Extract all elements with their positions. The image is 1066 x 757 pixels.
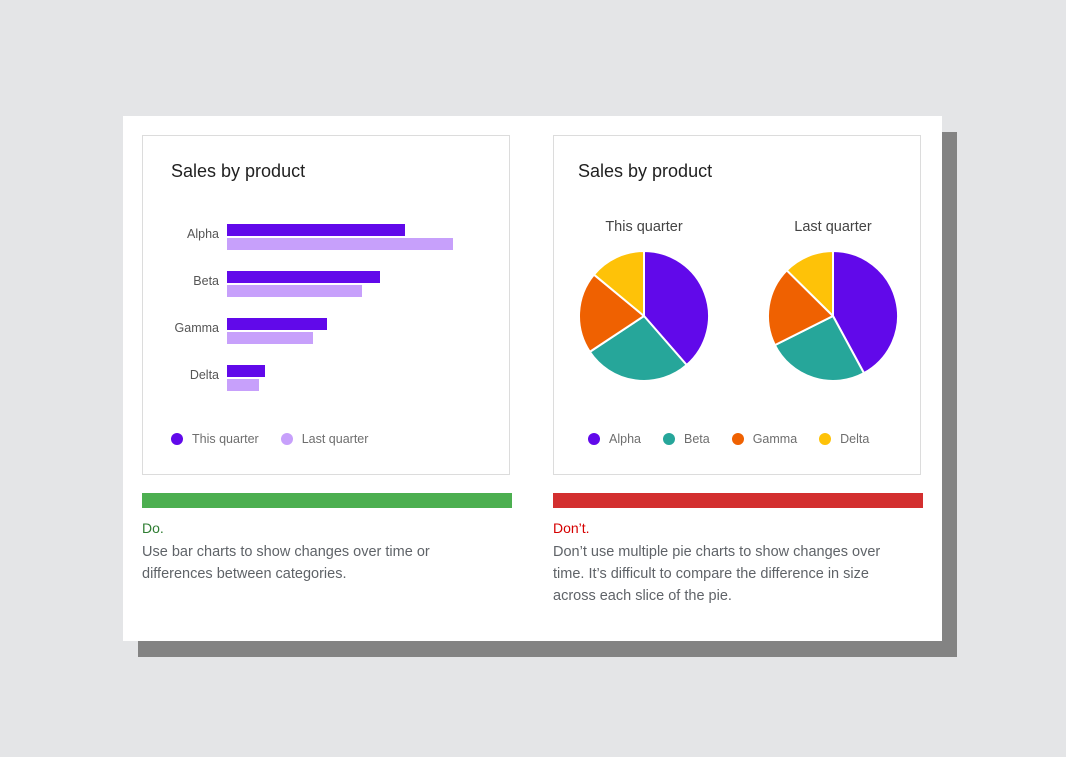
do-indicator-bar [142,493,512,508]
bar-chart: Alpha Beta Gamma Delta [175,224,453,391]
legend-item-last-quarter: Last quarter [280,432,369,446]
category-label-gamma: Gamma [175,321,220,335]
legend-item-gamma: Gamma [731,432,798,446]
bar-chart-panel: Sales by product Alpha Beta Gamma Delta Thi… [142,135,510,475]
legend-item-this-quarter: This quarter [171,432,259,446]
legend-label-beta: Beta [683,432,710,446]
legend-dot-alpha [588,433,600,445]
pie-charts: This quarter Last quarter [578,219,899,382]
pie-label-last-quarter: Last quarter [794,219,872,235]
legend-dot-delta [819,433,832,445]
pie-chart-panel: Sales by product This quarter Last quarte… [553,135,921,475]
category-label-beta: Beta [193,274,219,288]
do-label: Do. [142,520,164,536]
do-description: Use bar charts to show changes over time… [142,544,430,582]
bar-gamma-this-quarter [227,318,327,330]
bar-beta-last-quarter [227,285,362,297]
legend-label-delta: Delta [840,432,870,446]
pie-slice-this-quarter-alpha [643,250,710,367]
legend-dot-last-quarter [280,433,293,445]
pie-slice-this-quarter-gamma [578,273,645,353]
legend-item-beta: Beta [662,432,710,446]
legend-dot-this-quarter [171,433,183,445]
pie-slice-last-quarter-gamma [767,269,834,347]
legend-label-alpha: Alpha [609,432,641,446]
category-label-delta: Delta [190,368,219,382]
pie-chart-title: Sales by product [578,161,713,181]
legend-label-this-quarter: This quarter [192,432,259,446]
dont-label: Don’t. [553,520,590,536]
legend-dot-beta [662,433,675,445]
bar-chart-title: Sales by product [171,161,306,181]
legend-dot-gamma [731,433,744,445]
pie-slice-last-quarter-delta [785,250,834,317]
bar-gamma-last-quarter [227,332,313,344]
bar-delta-this-quarter [227,365,265,377]
bar-chart-legend: This quarter Last quarter [171,432,390,446]
bar-alpha-this-quarter [227,224,405,236]
pie-slice-last-quarter-beta [773,315,865,382]
pie-slice-this-quarter-delta [592,250,645,317]
pie-label-this-quarter: This quarter [605,219,683,235]
legend-item-alpha: Alpha [588,432,641,446]
legend-label-gamma: Gamma [752,432,798,446]
dont-description: Don’t use multiple pie charts to show ch… [553,544,881,604]
pie-chart-legend: Alpha Beta Gamma Delta [588,432,891,446]
dont-indicator-bar [553,493,923,508]
bar-beta-this-quarter [227,271,380,283]
pie-slice-last-quarter-alpha [832,250,899,375]
legend-item-delta: Delta [819,432,869,446]
bar-alpha-last-quarter [227,238,453,250]
bar-delta-last-quarter [227,379,259,391]
pie-slice-this-quarter-beta [588,315,688,382]
category-label-alpha: Alpha [187,227,219,241]
legend-label-last-quarter: Last quarter [301,432,369,446]
